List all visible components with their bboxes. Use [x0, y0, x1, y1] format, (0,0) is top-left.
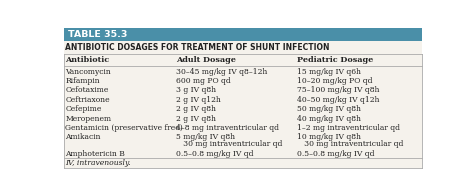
Text: IV, intravenously.: IV, intravenously. — [65, 159, 131, 167]
Text: Adult Dosage: Adult Dosage — [176, 56, 236, 64]
Bar — [64, 28, 422, 41]
Text: 40–50 mg/kg IV q12h: 40–50 mg/kg IV q12h — [297, 96, 379, 104]
Text: 15 mg/kg IV q6h: 15 mg/kg IV q6h — [297, 68, 361, 76]
Text: 75–100 mg/kg IV q8h: 75–100 mg/kg IV q8h — [297, 87, 379, 94]
Text: Cefotaxime: Cefotaxime — [65, 87, 109, 94]
Bar — [64, 54, 422, 168]
Text: 40 mg/kg IV q8h: 40 mg/kg IV q8h — [297, 114, 361, 123]
Text: 50 mg/kg IV q8h: 50 mg/kg IV q8h — [297, 105, 361, 113]
Text: Meropenem: Meropenem — [65, 114, 111, 123]
Text: Pediatric Dosage: Pediatric Dosage — [297, 56, 373, 64]
Text: 2 g IV q8h: 2 g IV q8h — [176, 114, 216, 123]
Text: 30 mg intraventricular qd: 30 mg intraventricular qd — [176, 140, 282, 148]
Text: Gentamicin (preservative free): Gentamicin (preservative free) — [65, 124, 183, 132]
Text: Antibiotic: Antibiotic — [65, 56, 109, 64]
Bar — [64, 41, 422, 54]
Text: TABLE 35.3: TABLE 35.3 — [68, 30, 128, 39]
Text: Ceftriaxone: Ceftriaxone — [65, 96, 110, 104]
Text: 4–8 mg intraventricular qd: 4–8 mg intraventricular qd — [176, 124, 279, 132]
Text: 1–2 mg intraventricular qd: 1–2 mg intraventricular qd — [297, 124, 400, 132]
Text: Amphotericin B: Amphotericin B — [65, 150, 125, 158]
Text: 30 mg intraventricular qd: 30 mg intraventricular qd — [297, 140, 403, 148]
Text: Amikacin: Amikacin — [65, 133, 101, 141]
Text: Cefepime: Cefepime — [65, 105, 102, 113]
Text: 5 mg/kg IV q8h: 5 mg/kg IV q8h — [176, 133, 235, 141]
Text: 2 g IV q8h: 2 g IV q8h — [176, 105, 216, 113]
Text: 30–45 mg/kg IV q8–12h: 30–45 mg/kg IV q8–12h — [176, 68, 267, 76]
Text: 10–20 mg/kg PO qd: 10–20 mg/kg PO qd — [297, 77, 373, 85]
Text: Vancomycin: Vancomycin — [65, 68, 111, 76]
Text: Rifampin: Rifampin — [65, 77, 100, 85]
Text: ANTIBIOTIC DOSAGES FOR TREATMENT OF SHUNT INFECTION: ANTIBIOTIC DOSAGES FOR TREATMENT OF SHUN… — [65, 43, 330, 52]
Text: 3 g IV q8h: 3 g IV q8h — [176, 87, 216, 94]
Text: 2 g IV q12h: 2 g IV q12h — [176, 96, 220, 104]
Text: 0.5–0.8 mg/kg IV qd: 0.5–0.8 mg/kg IV qd — [176, 150, 253, 158]
Text: 600 mg PO qd: 600 mg PO qd — [176, 77, 230, 85]
Text: 10 mg/kg IV q8h: 10 mg/kg IV q8h — [297, 133, 361, 141]
Text: 0.5–0.8 mg/kg IV qd: 0.5–0.8 mg/kg IV qd — [297, 150, 374, 158]
